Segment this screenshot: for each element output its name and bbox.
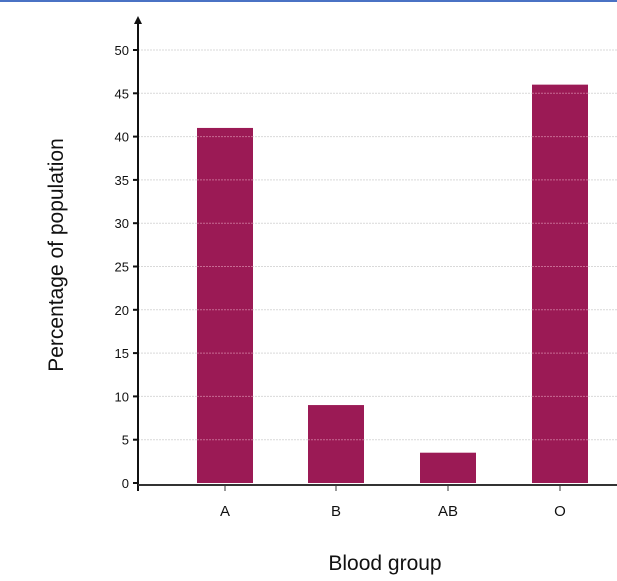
y-axis-title: Percentage of population xyxy=(45,138,68,372)
y-tick-label: 50 xyxy=(115,43,129,58)
bar-o xyxy=(532,84,588,483)
x-tick-label: B xyxy=(331,503,341,520)
y-tick-label: 25 xyxy=(115,260,129,275)
x-tick-label: A xyxy=(220,503,230,520)
y-axis-arrow-icon xyxy=(134,16,142,24)
y-tick-label: 35 xyxy=(115,173,129,188)
x-tick-label: O xyxy=(554,503,566,520)
y-tick-label: 0 xyxy=(122,476,129,491)
x-ticks: A B AB O xyxy=(220,485,566,520)
y-tick-label: 20 xyxy=(115,303,129,318)
y-tick-label: 15 xyxy=(115,346,129,361)
x-axis-title: Blood group xyxy=(328,552,441,575)
y-tick-label: 45 xyxy=(115,86,129,101)
bar-b xyxy=(308,405,364,483)
x-tick-label: AB xyxy=(438,503,458,520)
top-border xyxy=(0,0,617,2)
y-tick-label: 5 xyxy=(122,433,129,448)
y-tick-label: 10 xyxy=(115,389,129,404)
bar-ab xyxy=(420,452,476,483)
y-ticks: 0 5 10 15 20 25 30 35 40 45 50 xyxy=(115,43,138,491)
y-tick-label: 30 xyxy=(115,216,129,231)
axes xyxy=(134,16,617,491)
bar-a xyxy=(197,127,253,483)
y-tick-label: 40 xyxy=(115,130,129,145)
bars xyxy=(197,84,588,483)
